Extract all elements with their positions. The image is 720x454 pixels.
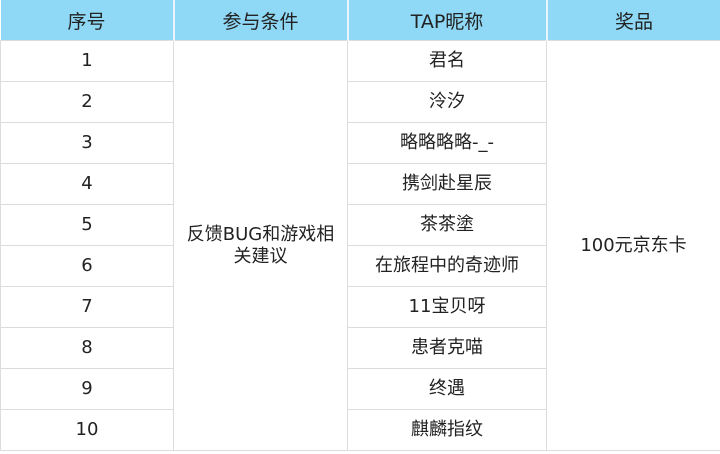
row-index: 7 — [0, 286, 174, 328]
row-nickname: 携剑赴星辰 — [347, 163, 547, 205]
row-index: 5 — [0, 204, 174, 246]
row-index: 4 — [0, 163, 174, 205]
header-index: 序号 — [0, 0, 175, 41]
row-index: 6 — [0, 245, 174, 287]
table-row: 10 麒麟指纹 — [0, 409, 720, 451]
row-nickname: 略略略略-_- — [347, 122, 547, 164]
condition-cell: 反馈BUG和游戏相关建议 — [173, 40, 348, 451]
prize-cell: 100元京东卡 — [546, 40, 720, 451]
row-nickname: 茶茶塗 — [347, 204, 547, 246]
row-nickname: 患者克喵 — [347, 327, 547, 369]
row-index: 1 — [0, 40, 174, 82]
header-nickname: TAP昵称 — [347, 0, 548, 41]
row-index: 9 — [0, 368, 174, 410]
row-nickname: 泠汐 — [347, 81, 547, 123]
row-index: 10 — [0, 409, 174, 451]
header-row: 序号 参与条件 TAP昵称 奖品 — [0, 0, 720, 41]
row-index: 3 — [0, 122, 174, 164]
table-row: 2 泠汐 — [0, 81, 720, 123]
table-row: 9 终遇 — [0, 368, 720, 410]
table-row: 4 携剑赴星辰 — [0, 163, 720, 205]
table-row: 8 患者克喵 — [0, 327, 720, 369]
row-nickname: 终遇 — [347, 368, 547, 410]
row-nickname: 11宝贝呀 — [347, 286, 547, 328]
row-nickname: 在旅程中的奇迹师 — [347, 245, 547, 287]
row-index: 8 — [0, 327, 174, 369]
row-index: 2 — [0, 81, 174, 123]
table-row: 1 反馈BUG和游戏相关建议 君名 100元京东卡 — [0, 40, 720, 451]
row-nickname: 君名 — [347, 40, 547, 82]
header-prize: 奖品 — [546, 0, 720, 41]
row-nickname: 麒麟指纹 — [347, 409, 547, 451]
table-row: 5 茶茶塗 — [0, 204, 720, 246]
header-condition: 参与条件 — [173, 0, 349, 41]
table-row: 3 略略略略-_- — [0, 122, 720, 164]
table-row: 7 11宝贝呀 — [0, 286, 720, 328]
table-row: 6 在旅程中的奇迹师 — [0, 245, 720, 287]
